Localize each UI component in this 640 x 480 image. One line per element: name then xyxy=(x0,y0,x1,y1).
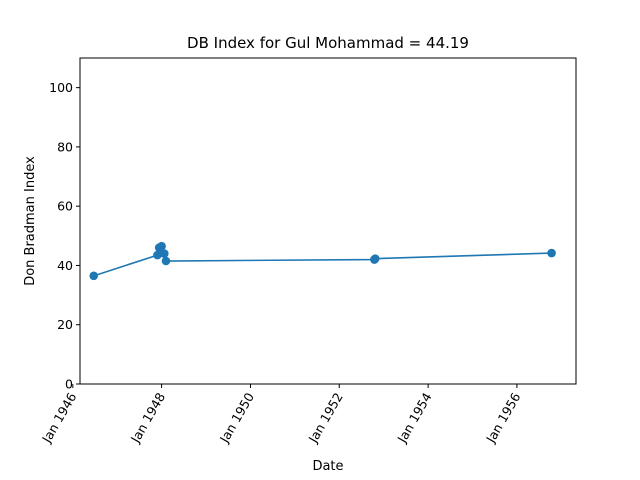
y-axis-ticks: 0 20 40 60 80 100 xyxy=(49,80,80,392)
data-point xyxy=(547,248,556,258)
plot-frame xyxy=(79,57,577,385)
y-tick-label: 80 xyxy=(57,139,73,154)
y-tick-label: 100 xyxy=(49,80,73,95)
data-point xyxy=(157,241,166,251)
y-axis-label: Don Bradman Index xyxy=(23,156,38,286)
data-point xyxy=(89,271,99,281)
data-point xyxy=(161,256,171,266)
y-tick-label: 0 xyxy=(65,377,73,392)
plot-marks xyxy=(89,241,556,281)
data-point xyxy=(370,254,380,263)
chart-title: DB Index for Gul Mohammad = 44.19 xyxy=(187,34,469,52)
y-tick-label: 20 xyxy=(57,317,73,332)
data-point xyxy=(153,250,162,260)
data-point xyxy=(159,249,169,258)
y-tick-label: 60 xyxy=(57,199,73,214)
y-tick-label: 40 xyxy=(57,258,73,273)
x-axis-label: Date xyxy=(312,459,343,474)
